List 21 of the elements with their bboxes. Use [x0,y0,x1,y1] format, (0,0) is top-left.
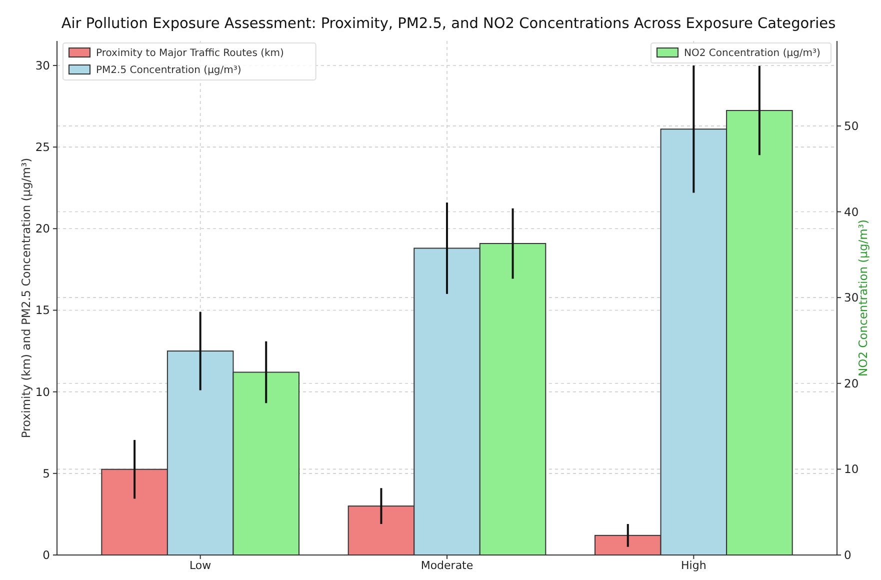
y-tick-label: 10 [35,384,50,399]
x-tick-label: Low [189,559,212,572]
y-axis-title: Proximity (km) and PM2.5 Concentration (µg/m³) [19,158,33,438]
y2-tick-label: 50 [844,118,859,133]
x-tick-label: Moderate [420,559,474,572]
y2-tick-label: 10 [844,462,859,476]
y2-tick-label: 30 [844,290,859,305]
x-tick-label: High [681,559,706,572]
y-tick-label: 0 [42,548,50,562]
y2-tick-label: 20 [844,376,859,390]
chart-title: Air Pollution Exposure Assessment: Proximity, PM2.5, and NO2 Concentrations Across Exposure Categories [61,16,836,32]
legend-label: Proximity to Major Traffic Routes (km) [96,48,284,59]
legend-label: PM2.5 Concentration (µg/m³) [96,65,242,76]
y2-tick-label: 40 [844,204,859,219]
y-tick-label: 30 [35,58,50,72]
y-tick-label: 25 [35,140,50,154]
y-tick-label: 20 [35,222,50,236]
y-tick-label: 15 [35,303,50,318]
legend-label: NO2 Concentration (µg/m³) [684,48,821,59]
y-tick-label: 5 [42,466,50,480]
y2-tick-label: 0 [844,548,852,562]
